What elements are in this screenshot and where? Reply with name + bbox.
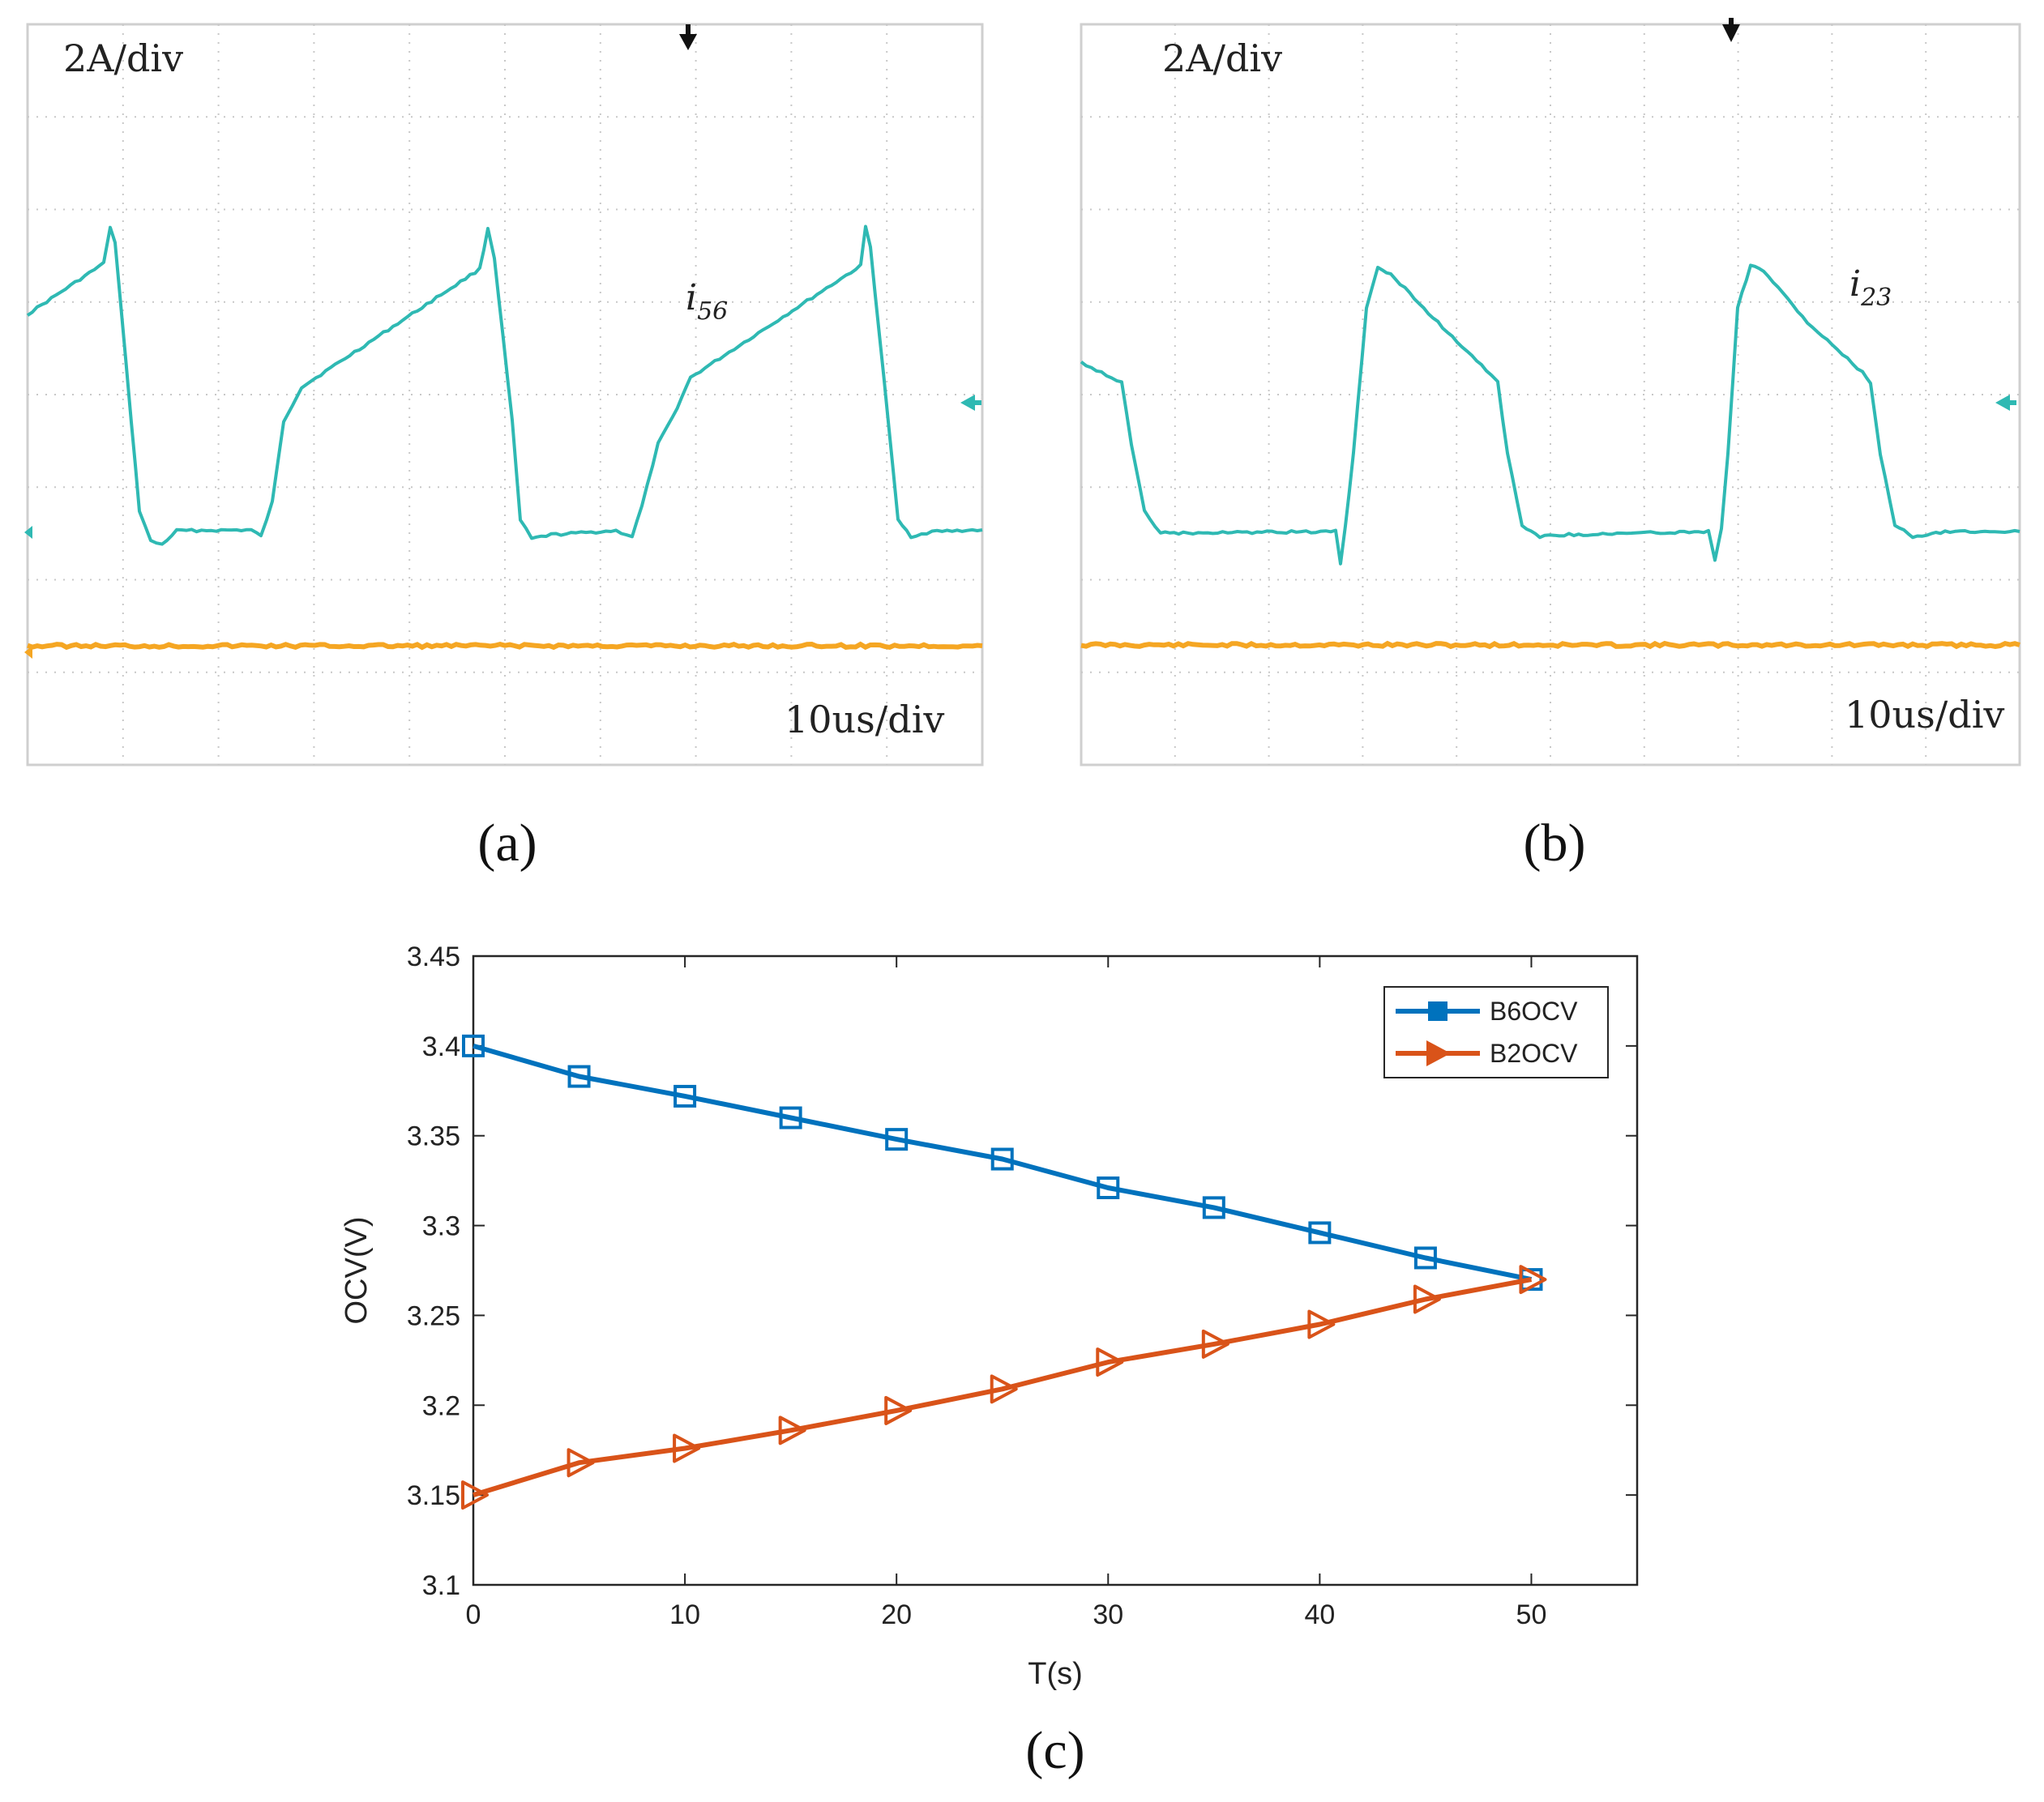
legend: B6OCV B2OCV bbox=[1383, 986, 1609, 1078]
data-point-b2ocv bbox=[884, 1395, 913, 1425]
time-scale-label-a: 10us/div bbox=[785, 698, 944, 741]
y-tick-label: 3.35 bbox=[407, 1121, 460, 1152]
caption-a: (a) bbox=[477, 813, 537, 873]
data-point-b2ocv bbox=[990, 1374, 1018, 1404]
signal-label-a: i56 bbox=[686, 277, 728, 326]
data-series bbox=[461, 1034, 1547, 1510]
caption-b: (b) bbox=[1524, 813, 1586, 873]
data-point-b2ocv bbox=[1201, 1329, 1229, 1359]
x-tick-label: 40 bbox=[1304, 1599, 1335, 1630]
data-point-b6ocv bbox=[462, 1034, 485, 1057]
data-point-b2ocv bbox=[673, 1433, 701, 1463]
data-point-b2ocv bbox=[1096, 1347, 1124, 1377]
data-point-b2ocv bbox=[1519, 1265, 1547, 1295]
data-point-b6ocv bbox=[990, 1147, 1014, 1171]
data-point-b6ocv bbox=[885, 1128, 909, 1151]
data-point-b6ocv bbox=[1097, 1176, 1120, 1200]
x-tick-label: 20 bbox=[881, 1599, 912, 1630]
channel-zero-marker-icon bbox=[24, 526, 32, 539]
data-point-b2ocv bbox=[778, 1416, 806, 1445]
x-axis-label: T(s) bbox=[1028, 1657, 1083, 1691]
series-line-b2ocv bbox=[473, 1277, 1533, 1497]
caption-c: (c) bbox=[1025, 1721, 1084, 1780]
data-point-b6ocv bbox=[1202, 1196, 1225, 1219]
data-point-b2ocv bbox=[1307, 1309, 1336, 1339]
data-point-b6ocv bbox=[673, 1084, 697, 1108]
signal-label-b: i23 bbox=[1849, 263, 1892, 312]
y-tick-label: 3.45 bbox=[407, 942, 460, 972]
y-tick-label: 3.1 bbox=[422, 1570, 460, 1601]
trigger-level-arrow-tail bbox=[975, 400, 981, 405]
ref-zero-marker-icon bbox=[24, 646, 32, 659]
x-tick-label: 10 bbox=[669, 1599, 700, 1630]
signal-subscript-b: 23 bbox=[1860, 284, 1892, 312]
data-point-b2ocv bbox=[1413, 1284, 1441, 1314]
ocv-chart: 0 10 20 30 40 503.13.153.23.253.33.353.43.45 … bbox=[340, 942, 1639, 1780]
x-tick-label: 0 bbox=[466, 1599, 481, 1630]
legend-label-b2ocv: B2OCV bbox=[1490, 1039, 1578, 1068]
reference-trace-a bbox=[27, 641, 983, 651]
legend-marker-b6ocv bbox=[1428, 1001, 1447, 1021]
data-point-b2ocv bbox=[461, 1480, 489, 1510]
legend-label-b6ocv: B6OCV bbox=[1490, 997, 1578, 1026]
signal-subscript-a: 56 bbox=[697, 297, 728, 326]
trigger-marker-icon bbox=[679, 34, 697, 50]
current-scale-label-a: 2A/div bbox=[63, 36, 183, 80]
oscilloscope-screen-b bbox=[1080, 23, 2021, 766]
legend-marker-b2ocv bbox=[1426, 1040, 1451, 1066]
trigger-level-arrow-icon bbox=[960, 395, 975, 411]
data-point-b6ocv bbox=[779, 1106, 802, 1129]
x-tick-label: 50 bbox=[1516, 1599, 1547, 1630]
data-point-b6ocv bbox=[1308, 1221, 1332, 1245]
time-scale-label-b: 10us/div bbox=[1845, 693, 2004, 737]
data-point-b2ocv bbox=[567, 1448, 595, 1478]
oscilloscope-screen-a bbox=[26, 23, 984, 766]
signal-symbol-a: i bbox=[686, 277, 697, 318]
series-line-b6ocv bbox=[473, 1044, 1533, 1283]
y-tick-label: 3.3 bbox=[422, 1211, 460, 1242]
y-tick-label: 3.25 bbox=[407, 1300, 460, 1331]
x-tick-label: 30 bbox=[1093, 1599, 1123, 1630]
signal-symbol-b: i bbox=[1849, 263, 1861, 305]
y-tick-label: 3.15 bbox=[407, 1480, 460, 1511]
current-waveform-a bbox=[26, 224, 983, 546]
data-point-b6ocv bbox=[567, 1065, 591, 1088]
trigger-level-arrow-icon-b bbox=[1995, 395, 2010, 411]
y-axis-label: OCV(V) bbox=[340, 1217, 374, 1325]
data-point-b6ocv bbox=[1413, 1246, 1437, 1270]
y-tick-label: 3.2 bbox=[422, 1390, 460, 1421]
oscilloscope-panel-b: 2A/div 10us/div i23 (b) bbox=[1080, 18, 2021, 873]
trigger-level-arrow-tail-b bbox=[2010, 400, 2016, 405]
current-waveform-b bbox=[1080, 263, 2020, 566]
trigger-marker-icon-b bbox=[1722, 24, 1740, 42]
oscilloscope-panel-a: 2A/div 10us/div i56 (a) bbox=[24, 23, 984, 873]
current-scale-label-b: 2A/div bbox=[1162, 36, 1282, 80]
legend-box bbox=[1383, 986, 1609, 1078]
y-tick-label: 3.4 bbox=[422, 1031, 460, 1062]
trigger-marker-stem bbox=[686, 24, 691, 36]
reference-trace-b bbox=[1080, 640, 2020, 650]
axis-ticks: 0 10 20 30 40 50 3.1 3.15 3.2 3.25 3.3 3.35 3.4 3.45 bbox=[407, 942, 1637, 1630]
trigger-marker-stem-b bbox=[1729, 18, 1734, 26]
